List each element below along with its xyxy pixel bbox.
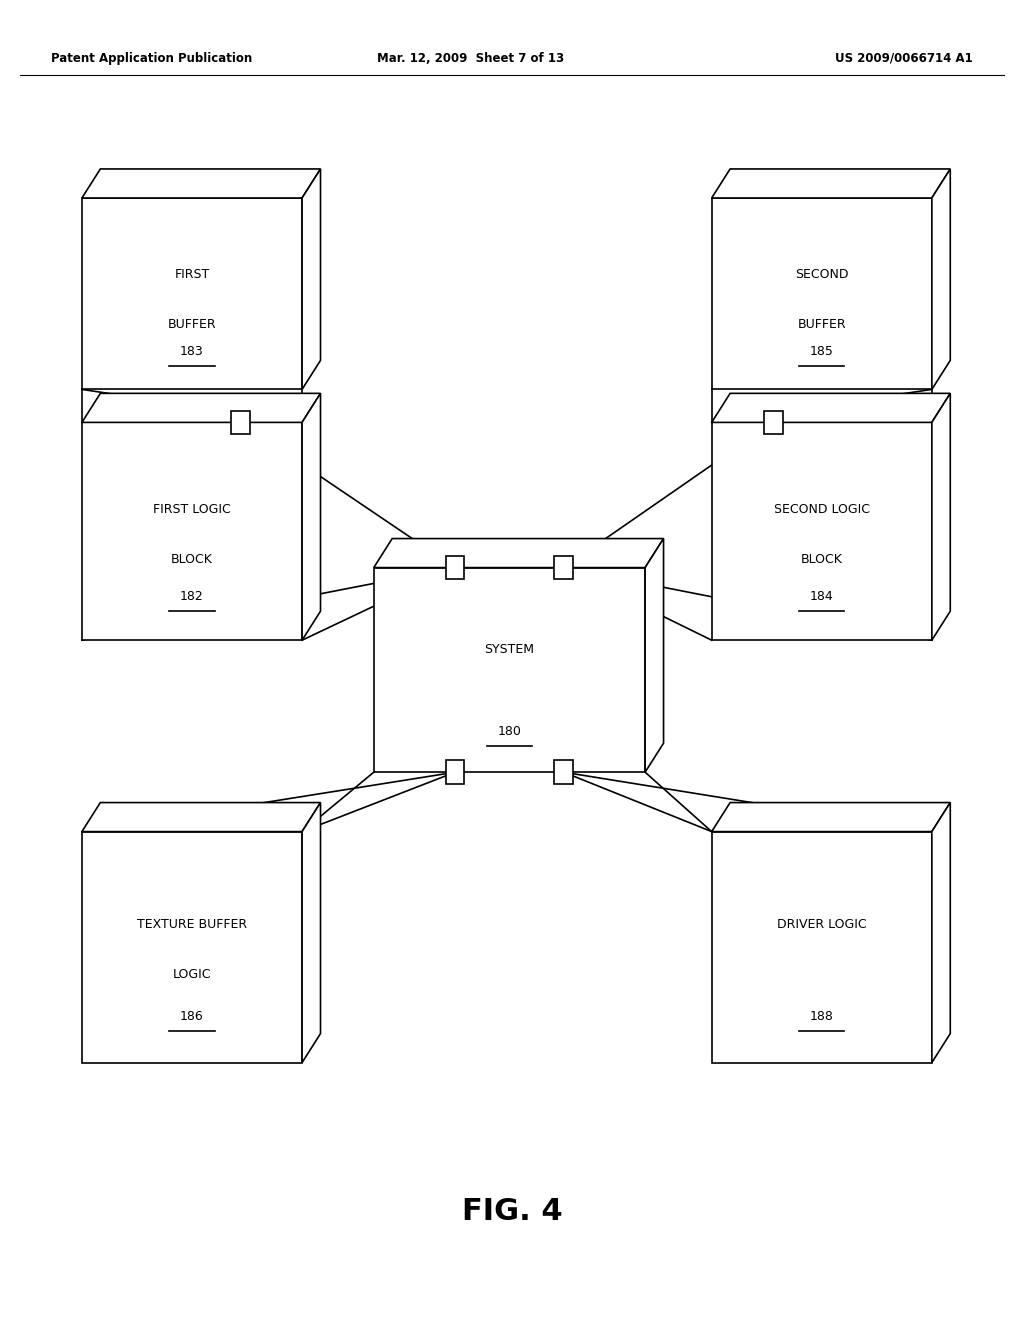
Text: DRIVER LOGIC: DRIVER LOGIC — [777, 917, 866, 931]
Text: US 2009/0066714 A1: US 2009/0066714 A1 — [835, 51, 973, 65]
Polygon shape — [82, 393, 321, 422]
Text: TEXTURE BUFFER: TEXTURE BUFFER — [137, 917, 247, 931]
Text: 185: 185 — [810, 345, 834, 358]
Polygon shape — [932, 169, 950, 389]
Text: 184: 184 — [810, 590, 834, 603]
Text: BLOCK: BLOCK — [801, 553, 843, 566]
Bar — [82, 198, 302, 389]
Polygon shape — [712, 803, 950, 832]
Text: BUFFER: BUFFER — [798, 318, 846, 331]
Text: BUFFER: BUFFER — [168, 318, 216, 331]
Polygon shape — [645, 539, 664, 772]
Bar — [374, 568, 645, 772]
Text: SECOND LOGIC: SECOND LOGIC — [774, 503, 869, 516]
Polygon shape — [712, 393, 950, 422]
Text: LOGIC: LOGIC — [173, 968, 211, 981]
Text: FIRST LOGIC: FIRST LOGIC — [154, 503, 230, 516]
Text: 188: 188 — [810, 1010, 834, 1023]
Bar — [555, 760, 573, 784]
Polygon shape — [82, 169, 321, 198]
Text: FIRST: FIRST — [174, 268, 210, 281]
Text: Mar. 12, 2009  Sheet 7 of 13: Mar. 12, 2009 Sheet 7 of 13 — [378, 51, 564, 65]
Polygon shape — [932, 393, 950, 640]
Polygon shape — [82, 803, 321, 832]
Text: BLOCK: BLOCK — [171, 553, 213, 566]
Text: 182: 182 — [180, 590, 204, 603]
Bar — [446, 760, 465, 784]
Bar — [764, 411, 782, 434]
Text: FIG. 4: FIG. 4 — [462, 1197, 562, 1226]
Polygon shape — [302, 169, 321, 389]
Bar — [555, 556, 573, 579]
Bar — [82, 422, 302, 640]
Polygon shape — [302, 803, 321, 1063]
Text: 186: 186 — [180, 1010, 204, 1023]
Polygon shape — [712, 169, 950, 198]
Polygon shape — [932, 803, 950, 1063]
Text: Patent Application Publication: Patent Application Publication — [51, 51, 253, 65]
Text: SECOND: SECOND — [795, 268, 849, 281]
Text: 180: 180 — [498, 725, 521, 738]
Bar — [712, 832, 932, 1063]
Text: SYSTEM: SYSTEM — [484, 643, 535, 656]
Bar — [231, 411, 250, 434]
Bar — [712, 198, 932, 389]
Polygon shape — [302, 393, 321, 640]
Bar — [82, 832, 302, 1063]
Polygon shape — [374, 539, 664, 568]
Text: 183: 183 — [180, 345, 204, 358]
Bar — [712, 422, 932, 640]
Bar — [446, 556, 465, 579]
